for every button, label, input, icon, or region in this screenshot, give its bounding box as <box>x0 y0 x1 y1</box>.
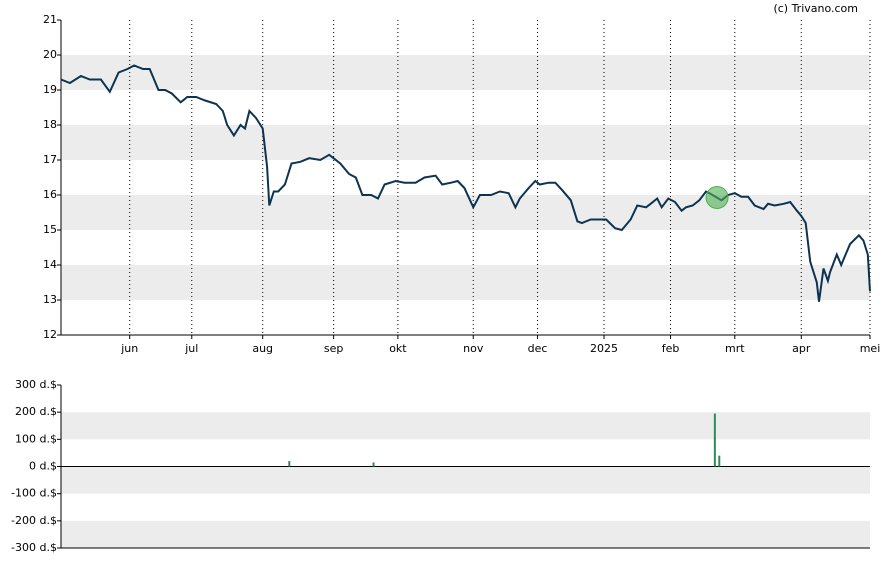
y-tick-label: 14 <box>43 258 57 271</box>
price-line <box>60 64 871 302</box>
y-tick-label: 0 d.$ <box>29 460 57 473</box>
y-tick-label: 21 <box>43 13 57 26</box>
x-tick-label: apr <box>792 342 811 355</box>
x-tick-label: jul <box>184 342 198 355</box>
y-tick-label: 12 <box>43 328 57 341</box>
x-tick-label: aug <box>252 342 273 355</box>
y-tick-label: 20 <box>43 48 57 61</box>
bar <box>718 455 721 467</box>
band <box>61 265 870 300</box>
band <box>61 520 870 548</box>
x-tick-label: dec <box>528 342 548 355</box>
x-tick-label: feb <box>662 342 680 355</box>
band <box>61 125 870 160</box>
x-tick-label: 2025 <box>590 342 618 355</box>
y-tick-label: 16 <box>43 188 57 201</box>
y-tick-label: -100 d.$ <box>11 487 57 500</box>
band <box>61 466 870 494</box>
y-tick-label: 300 d.$ <box>15 378 57 391</box>
y-tick-label: -200 d.$ <box>11 514 57 527</box>
y-tick-label: 17 <box>43 153 57 166</box>
bar <box>372 462 375 467</box>
x-tick-label: okt <box>389 342 407 355</box>
band <box>61 55 870 90</box>
y-tick-label: 100 d.$ <box>15 432 57 445</box>
credit: (c) Trivano.com <box>773 2 858 15</box>
x-tick-label: mei <box>860 342 881 355</box>
y-tick-label: -300 d.$ <box>11 541 57 554</box>
bar <box>713 413 716 467</box>
x-tick-label: sep <box>324 342 343 355</box>
x-tick-label: nov <box>463 342 484 355</box>
y-tick-label: 200 d.$ <box>15 405 57 418</box>
highlight-marker <box>705 185 729 209</box>
x-tick-label: jun <box>120 342 138 355</box>
y-tick-label: 18 <box>43 118 57 131</box>
y-tick-label: 13 <box>43 293 57 306</box>
bar <box>288 461 291 467</box>
band <box>61 195 870 230</box>
y-tick-label: 15 <box>43 223 57 236</box>
y-tick-label: 19 <box>43 83 57 96</box>
band <box>61 412 870 440</box>
x-tick-label: mrt <box>725 342 745 355</box>
